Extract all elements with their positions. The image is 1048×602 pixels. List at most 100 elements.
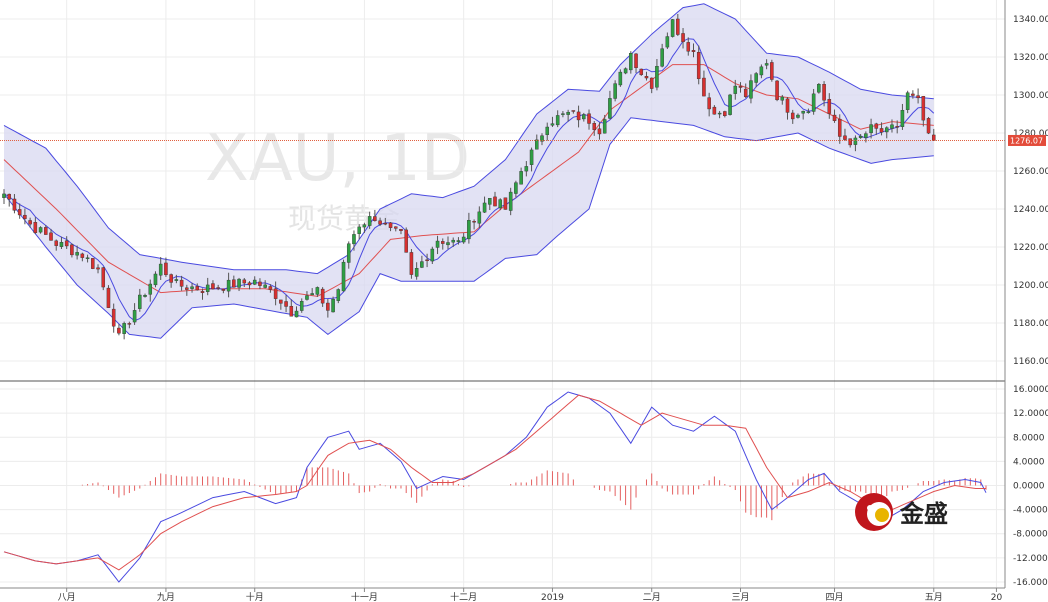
candle — [780, 94, 785, 105]
candle — [707, 92, 711, 117]
candle — [383, 217, 388, 226]
candle-body — [242, 279, 247, 284]
candle-body — [49, 232, 53, 241]
candle-body — [320, 288, 325, 304]
candle-body — [315, 287, 320, 295]
candle — [446, 236, 450, 250]
candle — [529, 147, 534, 172]
candle-body — [696, 51, 701, 80]
candle-body — [884, 127, 889, 133]
candle — [921, 95, 926, 127]
candle-body — [843, 135, 847, 140]
candle — [91, 258, 95, 270]
candle-body — [582, 114, 586, 120]
candle — [764, 59, 769, 70]
candle — [336, 288, 341, 304]
candle-body — [284, 301, 288, 307]
candle-body — [289, 305, 294, 317]
candle — [174, 274, 179, 284]
candle — [770, 59, 774, 82]
candle-body — [420, 261, 424, 268]
candle-body — [211, 283, 215, 290]
candle-body — [780, 96, 785, 101]
candle — [790, 109, 795, 124]
candle — [440, 238, 445, 250]
candle-body — [33, 222, 38, 234]
upper-band-line — [3, 3, 934, 275]
candle-body — [247, 282, 252, 286]
macd-tick-label: 4.0000 — [1013, 457, 1045, 467]
candle — [451, 237, 455, 247]
candle — [566, 109, 570, 122]
candle — [279, 299, 283, 310]
candle-body — [916, 95, 920, 99]
candle — [582, 112, 586, 122]
candle — [101, 266, 106, 291]
candle — [482, 196, 487, 213]
candle-body — [811, 93, 816, 112]
candle-body — [832, 114, 837, 121]
candle-body — [561, 113, 565, 115]
candle-body — [12, 198, 17, 211]
candle-body — [221, 289, 226, 291]
candle — [806, 108, 811, 114]
jinsheng-logo: 金盛 — [855, 493, 948, 531]
candle-body — [252, 279, 257, 285]
candle-body — [132, 310, 137, 323]
candle-body — [378, 220, 382, 225]
time-tick-label: 十月 — [246, 591, 264, 602]
candle — [331, 296, 335, 313]
candle-body — [853, 137, 858, 145]
candle-body — [514, 182, 518, 194]
candle — [268, 284, 273, 293]
candle — [289, 299, 294, 317]
candle — [320, 287, 325, 307]
candle-body — [456, 240, 461, 242]
macd-tick-label: 12.0000 — [1013, 409, 1048, 419]
candle — [775, 80, 779, 102]
macd-tick-label: 16.0000 — [1013, 385, 1048, 395]
macd-lines — [3, 391, 987, 583]
candle — [148, 279, 153, 302]
candle — [848, 138, 852, 148]
candle-body — [64, 240, 69, 247]
candle — [702, 70, 706, 97]
candle — [623, 67, 628, 75]
candle-body — [451, 239, 455, 243]
candle — [305, 291, 309, 301]
candle — [111, 303, 116, 333]
candle-body — [190, 286, 194, 289]
candle-body — [143, 294, 147, 297]
symbol-watermark: XAU, 1D 现货黄金 — [205, 122, 470, 235]
time-tick-label: 三月 — [731, 592, 749, 602]
candle-body — [122, 323, 126, 334]
candle — [874, 122, 879, 135]
candle-body — [101, 267, 106, 288]
candle-body — [545, 126, 550, 135]
time-tick-label: 20 — [991, 593, 1003, 602]
candle — [686, 37, 691, 56]
candle-body — [926, 118, 931, 134]
price-tick-label: 1220.00 — [1013, 243, 1048, 253]
candle-body — [341, 261, 346, 292]
candle — [738, 82, 743, 93]
candle-body — [879, 128, 884, 133]
candle-body — [911, 93, 915, 96]
candle-body — [305, 295, 309, 300]
candle — [299, 298, 304, 313]
candle-body — [571, 110, 576, 112]
candle-body — [707, 97, 711, 110]
candle-body — [738, 85, 743, 88]
macd-axis: 16.0000 12.0000 8.0000 4.0000 0.0000 -4.0000 -… — [1013, 385, 1048, 588]
candle — [665, 32, 670, 50]
candle-body — [864, 133, 868, 138]
candle-body — [127, 323, 132, 325]
candle — [242, 277, 247, 288]
price-tick-label: 1160.00 — [1013, 357, 1048, 367]
candle — [315, 286, 320, 297]
candle — [545, 122, 550, 141]
candle-body — [681, 33, 685, 43]
candlestick-series — [2, 13, 936, 340]
candle — [540, 133, 544, 146]
price-axis: 1160.00 1180.00 1200.00 1220.00 1240.00 1260.… — [1013, 15, 1048, 367]
